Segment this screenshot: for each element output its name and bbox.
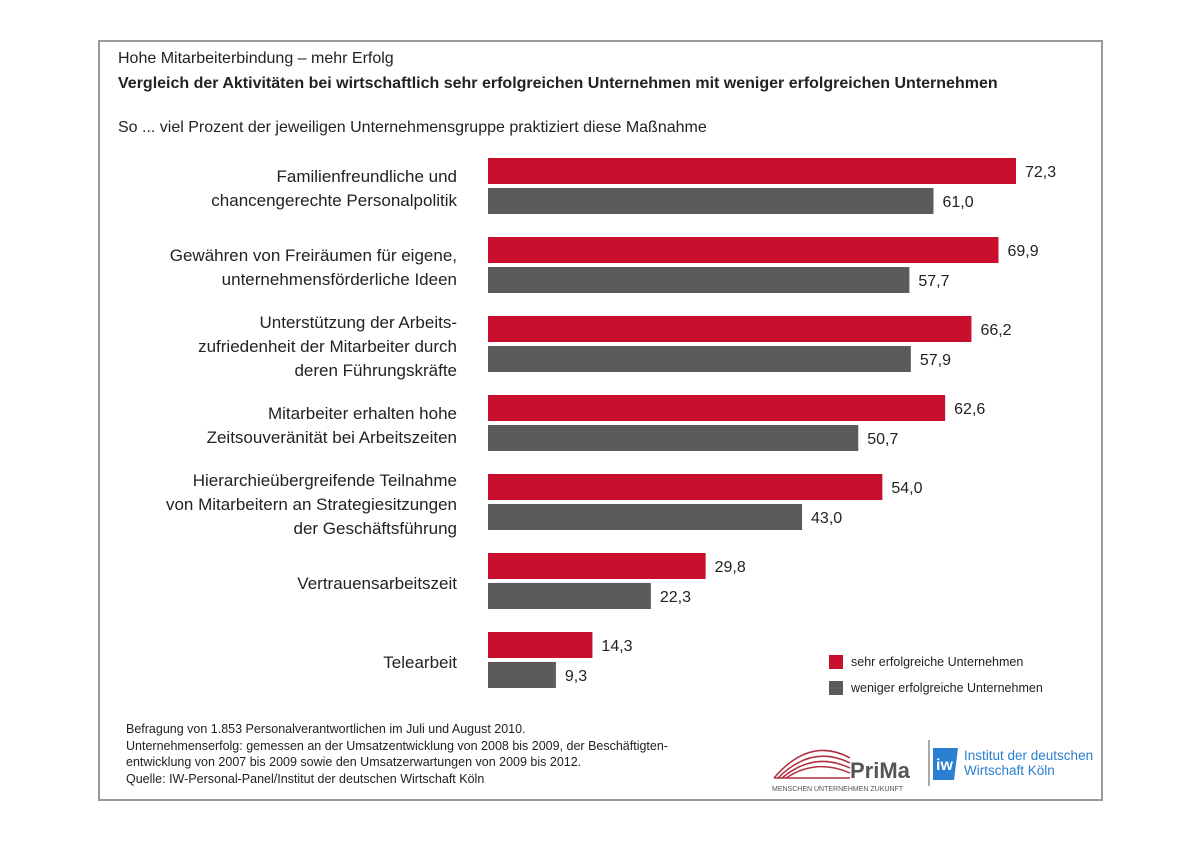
bar-weniger-2 [488,346,911,372]
chart-kicker: Hohe Mitarbeiterbindung – mehr Erfolg [118,50,394,67]
bar-sehr-2 [488,316,972,342]
value-label: 57,7 [918,273,949,290]
footnote-line: Befragung von 1.853 Personalverantwortli… [126,722,526,736]
legend-label: sehr erfolgreiche Unternehmen [851,655,1024,669]
iw-logo-line: Wirtschaft Köln [964,763,1055,778]
bar-sehr-0 [488,158,1016,184]
category-label: deren Führungskräfte [294,361,457,380]
bar-sehr-3 [488,395,946,421]
bar-weniger-0 [488,188,934,214]
category-label: chancengerechte Personalpolitik [211,191,457,210]
value-label: 62,6 [954,401,985,418]
chart-frame [98,40,1103,801]
bar-sehr-4 [488,474,883,500]
iw-logo-line: Institut der deutschen [964,748,1094,763]
svg-text:MENSCHEN UNTERNEHMEN ZUKUNFT: MENSCHEN UNTERNEHMEN ZUKUNFT [772,786,904,793]
category-label: von Mitarbeitern an Strategiesitzungen [166,495,457,514]
legend-label: weniger erfolgreiche Unternehmen [851,681,1043,695]
bar-weniger-5 [488,583,651,609]
category-label: Hierarchieübergreifende Teilnahme [193,471,457,490]
legend-swatch [829,655,843,669]
value-label: 54,0 [891,480,922,497]
category-label: Zeitsouveränität bei Arbeitszeiten [207,428,457,447]
category-label: Telearbeit [383,653,457,672]
bar-weniger-1 [488,267,910,293]
value-label: 22,3 [660,589,691,606]
svg-text:PriMa: PriMa [850,758,911,783]
value-label: 69,9 [1007,243,1038,260]
footnote-line: entwicklung von 2007 bis 2009 sowie den … [126,755,582,769]
chart-subtitle: So ... viel Prozent der jeweiligen Unter… [118,119,707,136]
chart-title: Vergleich der Aktivitäten bei wirtschaft… [118,75,998,92]
category-label: zufriedenheit der Mitarbeiter durch [198,337,457,356]
prima-logo: PriMa MENSCHEN UNTERNEHMEN ZUKUNFT [770,738,920,799]
footnote-line: Unternehmenserfolg: gemessen an der Umsa… [126,738,668,753]
svg-text:iw: iw [936,757,953,774]
value-label: 43,0 [811,510,842,527]
category-label: Familienfreundliche und [277,167,458,186]
bar-sehr-1 [488,237,999,263]
bar-weniger-3 [488,425,859,451]
value-label: 72,3 [1025,164,1056,181]
value-label: 29,8 [715,559,746,576]
footnote: Befragung von 1.853 Personalverantwortli… [126,721,668,787]
value-label: 14,3 [601,638,632,655]
footnote-line: Quelle: IW-Personal-Panel/Institut der d… [126,771,485,786]
legend-item-series1: sehr erfolgreiche Unternehmen [829,655,1023,669]
category-label: Gewähren von Freiräumen für eigene, [170,246,457,265]
bar-sehr-5 [488,553,706,579]
bar-sehr-6 [488,632,593,658]
category-label: unternehmensförderliche Ideen [222,270,457,289]
value-label: 50,7 [867,431,898,448]
bar-weniger-6 [488,662,556,688]
iw-logo: iw Institut der deutschen Wirtschaft Köl… [928,740,1093,786]
value-label: 66,2 [980,322,1011,339]
value-label: 9,3 [565,668,587,685]
category-label: Mitarbeiter erhalten hohe [268,404,457,423]
category-label: der Geschäftsführung [294,519,457,538]
legend-swatch [829,681,843,695]
category-label: Unterstützung der Arbeits- [260,313,457,332]
value-label: 57,9 [920,352,951,369]
value-label: 61,0 [942,194,973,211]
bar-weniger-4 [488,504,803,530]
legend-item-series2: weniger erfolgreiche Unternehmen [829,681,1043,695]
category-label: Vertrauensarbeitszeit [297,574,457,593]
